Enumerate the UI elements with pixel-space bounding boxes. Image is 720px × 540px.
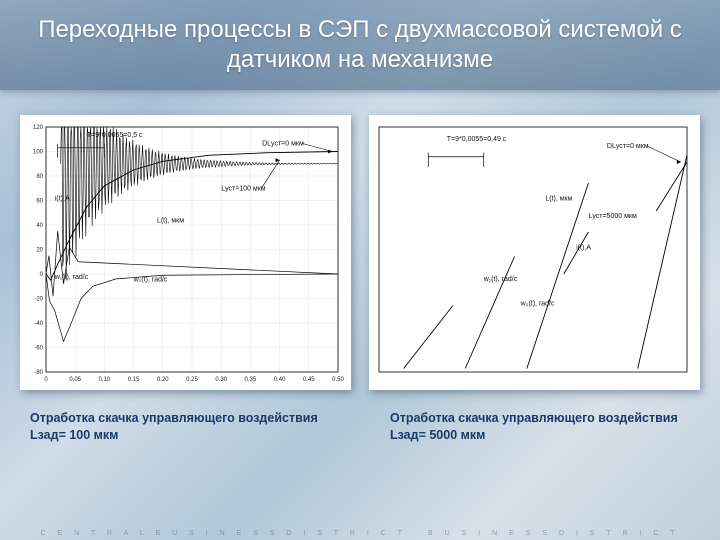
captions-row: Отработка скачка управляющего воздействи… — [30, 410, 690, 444]
svg-text:-80: -80 — [34, 370, 43, 376]
svg-text:0.40: 0.40 — [274, 377, 286, 383]
svg-text:w₂(t), rad/c: w₂(t), rad/c — [520, 301, 555, 308]
svg-text:Lуст=5000 мкм: Lуст=5000 мкм — [588, 213, 637, 220]
svg-text:i(t),A: i(t),A — [55, 196, 70, 203]
svg-text:0.25: 0.25 — [186, 377, 198, 383]
svg-text:0.20: 0.20 — [157, 377, 169, 383]
svg-text:40: 40 — [36, 223, 43, 229]
svg-text:0.15: 0.15 — [128, 377, 140, 383]
svg-text:120: 120 — [33, 125, 44, 131]
svg-text:100: 100 — [33, 150, 44, 156]
left-caption: Отработка скачка управляющего воздействи… — [30, 410, 330, 444]
svg-text:DLуст=0 мкм: DLуст=0 мкм — [607, 143, 649, 150]
svg-text:T=9*0,0055=0,49 c: T=9*0,0055=0,49 c — [447, 136, 507, 143]
svg-text:0.35: 0.35 — [245, 377, 257, 383]
svg-text:T=9*0,0055=0,5 c: T=9*0,0055=0,5 c — [87, 132, 143, 139]
svg-text:L(t), мкм: L(t), мкм — [545, 196, 572, 203]
svg-text:0.30: 0.30 — [215, 377, 227, 383]
svg-text:i(t),A: i(t),A — [576, 245, 591, 252]
slide-header: Переходные процессы в СЭП с двухмассовой… — [0, 0, 720, 90]
svg-text:w₂(t), rad/c: w₂(t), rad/c — [133, 276, 168, 283]
svg-text:DLуст=0 мкм: DLуст=0 мкм — [262, 140, 304, 147]
svg-text:L(t), мкм: L(t), мкм — [157, 218, 184, 225]
svg-text:0.10: 0.10 — [99, 377, 111, 383]
slide: Переходные процессы в СЭП с двухмассовой… — [0, 0, 720, 540]
svg-text:0.45: 0.45 — [303, 377, 315, 383]
right-chart-panel: T=9*0,0055=0,49 c DLуст=0 мкм Lуст=5000 мк… — [369, 115, 700, 390]
svg-text:w₁(t), rad/c: w₁(t), rad/c — [54, 274, 89, 281]
svg-text:60: 60 — [36, 199, 43, 205]
slide-title: Переходные процессы в СЭП с двухмассовой… — [20, 15, 700, 75]
left-chart-panel: 00.050.100.150.200.250.300.350.400.450.5… — [20, 115, 351, 390]
svg-text:-20: -20 — [34, 297, 43, 303]
chart-panels: 00.050.100.150.200.250.300.350.400.450.5… — [20, 115, 700, 390]
left-chart: 00.050.100.150.200.250.300.350.400.450.5… — [20, 115, 350, 390]
svg-text:80: 80 — [36, 174, 43, 180]
svg-text:-40: -40 — [34, 321, 43, 327]
right-chart: T=9*0,0055=0,49 c DLуст=0 мкм Lуст=5000 мк… — [369, 115, 699, 390]
right-caption: Отработка скачка управляющего воздействи… — [390, 410, 690, 444]
svg-text:Lуст=100 мкм: Lуст=100 мкм — [221, 186, 266, 193]
svg-text:-60: -60 — [34, 346, 43, 352]
svg-text:20: 20 — [36, 248, 43, 254]
svg-text:0.50: 0.50 — [332, 377, 344, 383]
svg-text:0.05: 0.05 — [69, 377, 81, 383]
svg-text:w₁(t), rad/c: w₁(t), rad/c — [483, 276, 518, 283]
footer-text: C E N T R A L B U S I N E S S D I S T R … — [0, 530, 720, 537]
